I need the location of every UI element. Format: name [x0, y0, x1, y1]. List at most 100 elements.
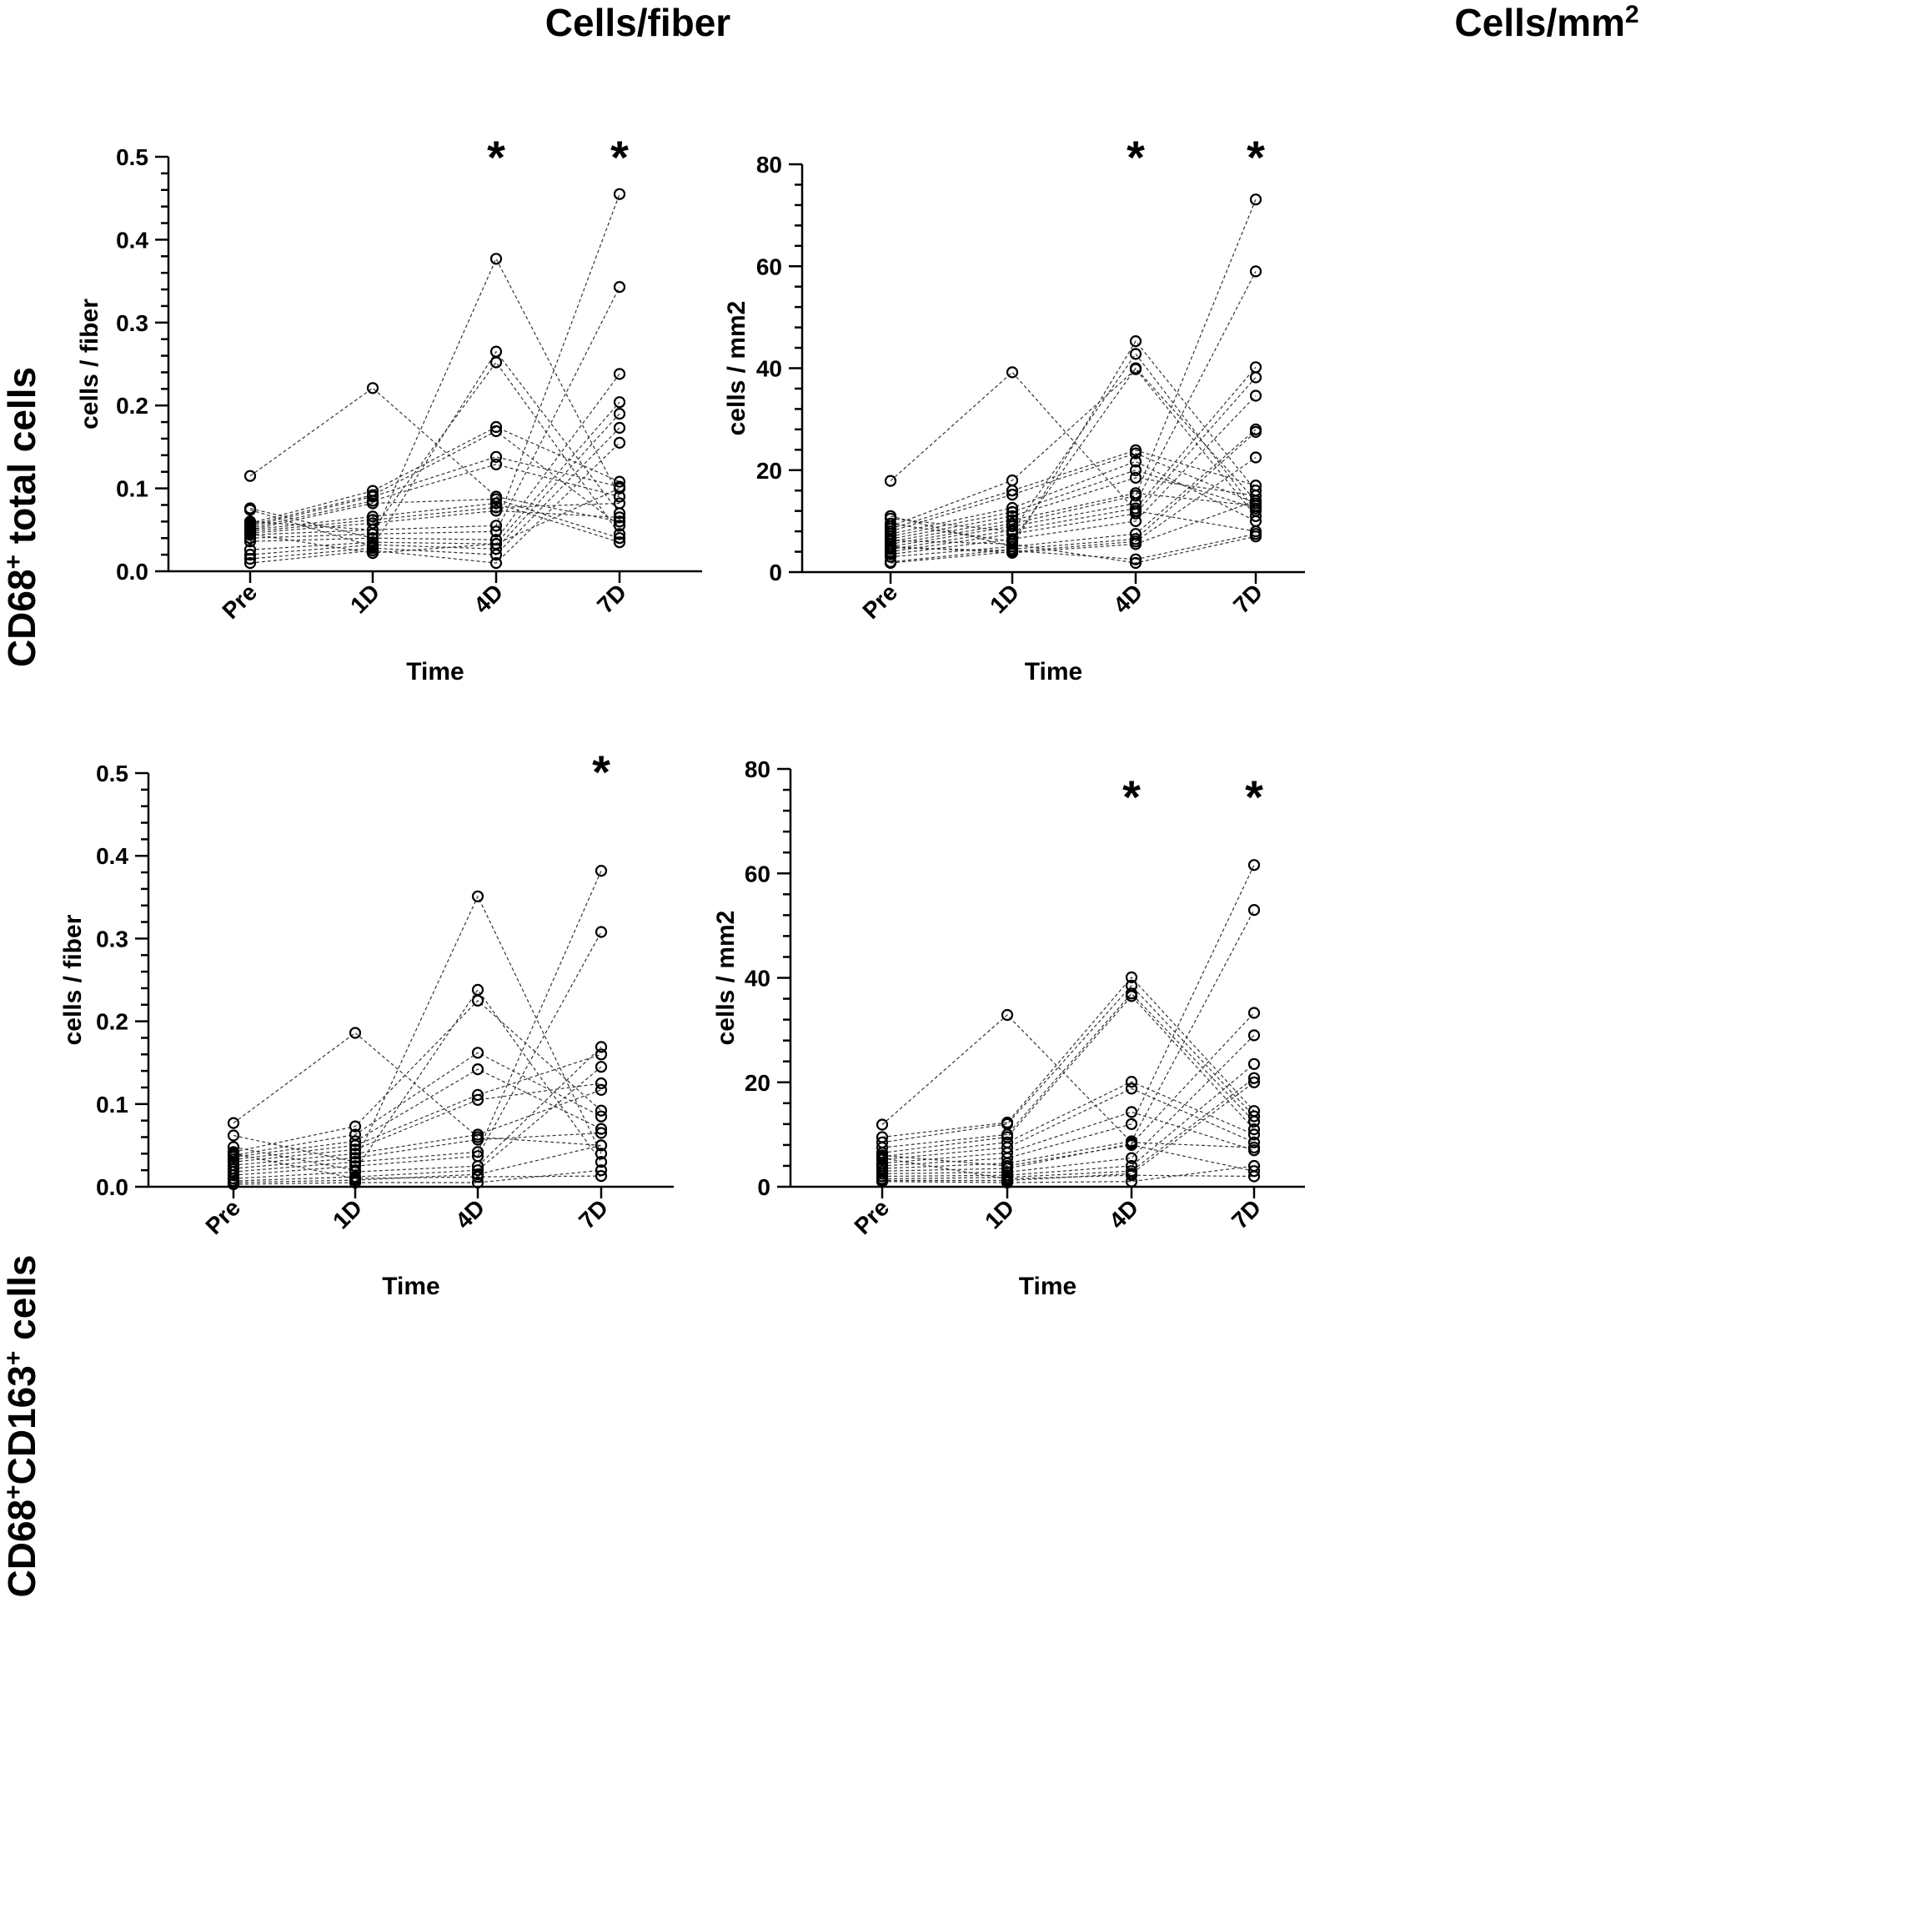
series-line [233, 1089, 602, 1166]
series-line [249, 498, 620, 539]
series-line [881, 1034, 1255, 1174]
data-point [595, 864, 608, 877]
data-point [613, 497, 626, 510]
series-line [890, 452, 1257, 532]
data-point [1125, 1083, 1138, 1095]
series-line [890, 371, 1257, 532]
data-point [595, 926, 608, 938]
significance-marker: * [1245, 771, 1263, 823]
data-point [1129, 335, 1142, 348]
series-line [890, 460, 1257, 535]
data-point [613, 515, 626, 528]
series-line [233, 1083, 602, 1163]
data-point [1249, 425, 1262, 439]
series-line [881, 1078, 1255, 1180]
y-tick-label: 0.4 [96, 843, 128, 869]
series-line [249, 193, 620, 535]
data-point [471, 1088, 484, 1102]
data-point [613, 536, 626, 549]
data-point [489, 458, 503, 470]
x-tick-label: 1D [980, 1194, 1019, 1233]
x-tick-label: 7D [574, 1194, 613, 1233]
series-line [890, 533, 1257, 560]
data-point [366, 510, 379, 523]
series-line [881, 1165, 1255, 1183]
data-point [1247, 1123, 1261, 1136]
x-tick-label: 7D [1228, 579, 1267, 618]
x-tick-label: 7D [1227, 1194, 1266, 1233]
series-line [881, 1144, 1255, 1172]
data-point [1006, 524, 1019, 537]
significance-marker: * [1127, 131, 1145, 183]
y-tick-label: 80 [756, 152, 782, 178]
series-line [890, 500, 1257, 554]
x-axis-label: Time [1025, 658, 1082, 686]
y-tick-label: 0 [757, 1174, 770, 1200]
data-point [243, 544, 257, 556]
data-point [595, 1061, 608, 1073]
data-point [595, 1110, 608, 1123]
chart-panel-cd68-cells-per-fiber: 0.0 0.1 0.2 0.3 0.4 0.5 Pre 1D 4D 7D Time cells / f… [76, 131, 702, 686]
data-point [595, 1148, 608, 1160]
data-point [489, 556, 503, 570]
data-point [595, 1164, 608, 1177]
y-tick-label: 60 [756, 254, 782, 279]
y-axis-label: cells / mm2 [712, 911, 740, 1046]
data-point [613, 490, 626, 503]
data-point [1129, 348, 1142, 360]
data-point [1129, 556, 1142, 570]
series-line [233, 999, 602, 1153]
row-title-cd68-cd163: CD68+CD163+ cells [0, 1255, 43, 1598]
data-point [613, 528, 626, 540]
data-point [1129, 455, 1142, 468]
series-line [890, 353, 1257, 532]
series-line [890, 457, 1257, 564]
data-point [1249, 389, 1262, 402]
y-axis-label: cells / fiber [76, 299, 103, 430]
data-point [595, 1156, 608, 1168]
data-point [1247, 1110, 1261, 1123]
data-point [243, 470, 257, 482]
data-point [595, 1083, 608, 1097]
series-line [249, 413, 620, 555]
data-point [489, 543, 503, 555]
y-tick-label: 0 [769, 560, 782, 585]
data-point [1247, 1170, 1261, 1183]
series-line [233, 1169, 602, 1185]
x-tick-label: Pre [849, 1194, 894, 1239]
data-point [366, 546, 379, 560]
data-point [1006, 538, 1019, 550]
data-point [613, 511, 626, 524]
y-axis-label: cells / mm2 [723, 301, 750, 436]
series-line [890, 492, 1257, 542]
y-tick-label: 20 [745, 1070, 770, 1096]
series-line [249, 374, 620, 542]
x-tick-label: 1D [328, 1194, 367, 1233]
data-point [471, 1164, 484, 1177]
data-point [613, 396, 626, 409]
data-point [595, 1169, 608, 1183]
data-point [1247, 903, 1261, 917]
data-point [1125, 1169, 1138, 1182]
series-line [233, 1032, 602, 1146]
data-point [366, 490, 379, 503]
data-point [243, 532, 257, 545]
data-point [595, 1041, 608, 1053]
data-point [489, 493, 503, 505]
data-point [613, 368, 626, 380]
data-point [1247, 1136, 1261, 1148]
data-point [489, 538, 503, 550]
series-line [249, 510, 620, 534]
data-point [471, 1133, 484, 1146]
data-point [1247, 1072, 1261, 1084]
series-line [249, 257, 620, 539]
data-point [1125, 1118, 1138, 1130]
series-line [890, 340, 1257, 548]
data-point [595, 1127, 608, 1139]
data-point [595, 1048, 608, 1061]
data-point [613, 436, 626, 450]
data-point [489, 450, 503, 463]
series-line [890, 429, 1257, 558]
y-tick-label: 40 [756, 356, 782, 382]
series-line [233, 1144, 602, 1183]
